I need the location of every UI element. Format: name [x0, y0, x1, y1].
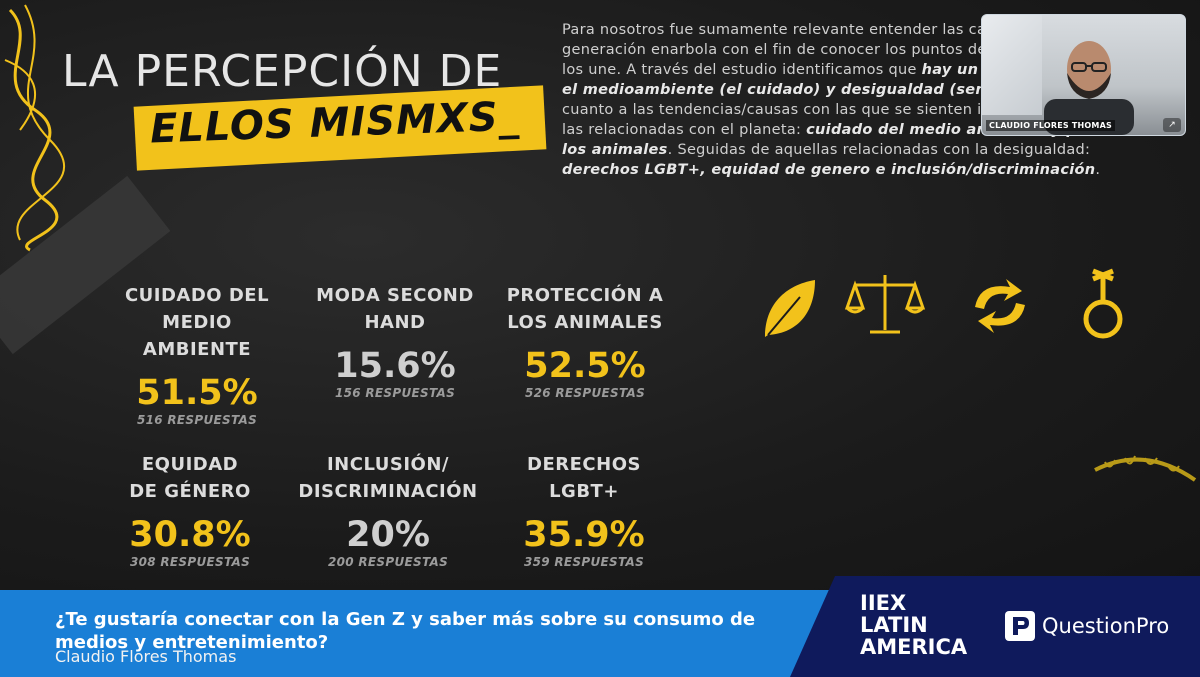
cause-icons — [765, 268, 1123, 339]
banner-question: ¿Te gustaría conectar con la Gen Z y sab… — [55, 609, 756, 653]
expand-icon[interactable]: ↗ — [1163, 118, 1181, 132]
stat-value: 35.9% — [523, 515, 645, 555]
stat-label: INCLUSIÓN/DISCRIMINACIÓN — [298, 454, 478, 502]
brand-panel — [790, 576, 1200, 677]
speaker-name-label: CLAUDIO FLORES THOMAS — [986, 120, 1115, 131]
slide-title-line1: LA PERCEPCIÓN DE — [62, 46, 503, 97]
stat-value: 20% — [346, 515, 430, 555]
banner-speaker-name: Claudio Flores Thomas — [55, 647, 237, 666]
stat-inclusion: INCLUSIÓN/DISCRIMINACIÓN 20% 200 RESPUES… — [298, 451, 478, 569]
scribble-decoration — [4, 4, 66, 252]
stat-responses: 526 RESPUESTAS — [524, 386, 646, 400]
questionpro-icon — [1005, 611, 1035, 641]
stat-responses: 516 RESPUESTAS — [136, 413, 258, 427]
recycle-icon — [975, 279, 1025, 333]
presentation-slide: LA PERCEPCIÓN DE ELLOS MISMXS_ Para noso… — [0, 0, 1200, 590]
scales-icon — [844, 275, 926, 334]
stat-value: 52.5% — [524, 346, 646, 386]
stat-value: 51.5% — [136, 373, 258, 413]
stat-derechos-lgbt: DERECHOS LGBT+ 35.9% 359 RESPUESTAS — [494, 451, 674, 569]
plant-decoration — [1094, 455, 1197, 482]
stat-responses: 156 RESPUESTAS — [334, 386, 456, 400]
stat-label: DERECHOS LGBT+ — [527, 454, 641, 502]
questionpro-logo-text: QuestionPro — [1042, 614, 1170, 638]
stat-moda-second-hand: MODA SECOND HAND 15.6% 156 RESPUESTAS — [305, 282, 485, 400]
stat-label: MODA SECOND HAND — [316, 285, 474, 333]
stat-responses: 200 RESPUESTAS — [327, 555, 449, 569]
stat-proteccion-animales: PROTECCIÓN A LOS ANIMALES 52.5% 526 RESPU… — [495, 282, 675, 400]
leaf-icon — [765, 280, 815, 337]
gender-icon — [1083, 268, 1123, 339]
stat-label: EQUIDAD DE GÉNERO — [129, 454, 251, 502]
stat-value: 30.8% — [129, 515, 251, 555]
iiex-logo: IIEX LATIN AMERICA — [860, 591, 968, 659]
stat-label: PROTECCIÓN A LOS ANIMALES — [506, 285, 664, 333]
stat-label: CUIDADO DEL MEDIO AMBIENTE — [124, 285, 270, 360]
speaker-video[interactable]: CLAUDIO FLORES THOMAS ↗ — [981, 14, 1186, 136]
stat-value: 15.6% — [334, 346, 456, 386]
stat-responses: 308 RESPUESTAS — [129, 555, 251, 569]
stat-responses: 359 RESPUESTAS — [523, 555, 645, 569]
stat-medio-ambiente: CUIDADO DEL MEDIO AMBIENTE 51.5% 516 RESP… — [107, 282, 287, 427]
stat-equidad-genero: EQUIDAD DE GÉNERO 30.8% 308 RESPUESTAS — [100, 451, 280, 569]
background-window — [982, 15, 1042, 115]
